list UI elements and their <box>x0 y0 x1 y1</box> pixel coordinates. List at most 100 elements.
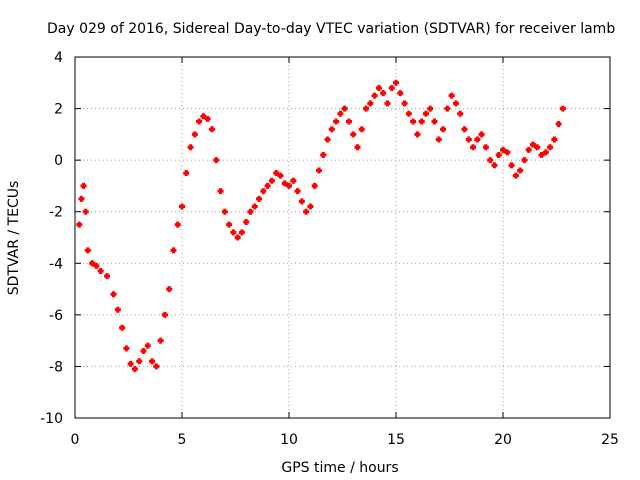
data-point <box>136 358 143 365</box>
data-point <box>298 198 305 205</box>
data-point <box>217 188 224 195</box>
data-point <box>410 118 417 125</box>
data-point <box>525 146 532 153</box>
data-point <box>324 136 331 143</box>
data-point <box>264 182 271 189</box>
data-point <box>97 268 104 275</box>
data-point <box>538 151 545 158</box>
data-point <box>230 229 237 236</box>
data-series <box>76 79 566 373</box>
data-point <box>157 337 164 344</box>
data-point <box>281 180 288 187</box>
y-axis-label: SDTVAR / TECUs <box>6 181 22 296</box>
data-point <box>371 92 378 99</box>
data-point <box>144 342 151 349</box>
data-point <box>153 363 160 370</box>
data-point <box>260 188 267 195</box>
y-tick-label: 2 <box>54 102 63 118</box>
data-point <box>303 208 310 215</box>
data-point <box>440 126 447 133</box>
data-point <box>405 110 412 117</box>
data-point <box>161 311 168 318</box>
y-tick-label: -4 <box>49 256 63 272</box>
data-point <box>104 273 111 280</box>
y-tick-label: 0 <box>54 153 63 169</box>
data-point <box>337 110 344 117</box>
data-point <box>256 195 263 202</box>
data-point <box>397 90 404 97</box>
data-point <box>375 84 382 91</box>
data-point <box>363 105 370 112</box>
data-point <box>328 126 335 133</box>
data-point <box>311 182 318 189</box>
data-point <box>89 260 96 267</box>
data-point <box>140 347 147 354</box>
data-point <box>110 291 117 298</box>
data-point <box>131 366 138 373</box>
data-point <box>534 144 541 151</box>
data-point <box>444 105 451 112</box>
data-point <box>500 146 506 153</box>
data-point <box>555 121 562 128</box>
data-point <box>559 105 566 112</box>
x-tick-label: 5 <box>178 432 187 448</box>
data-point <box>93 262 100 269</box>
y-tick-label: 4 <box>54 50 63 66</box>
data-point <box>380 90 387 97</box>
data-point <box>191 131 198 138</box>
y-tick-label: -2 <box>49 205 63 221</box>
data-point <box>422 110 429 117</box>
data-point <box>354 144 361 151</box>
data-point <box>179 203 185 210</box>
data-point <box>221 208 228 215</box>
data-point <box>341 105 348 112</box>
data-point <box>187 144 194 151</box>
y-tick-label: -10 <box>40 411 63 427</box>
data-point <box>508 162 515 169</box>
data-point <box>243 219 250 226</box>
data-point <box>461 126 468 133</box>
data-point <box>427 105 434 112</box>
data-point <box>452 100 459 107</box>
data-point <box>166 286 173 293</box>
data-point <box>294 188 301 195</box>
x-tick-label: 20 <box>494 432 512 448</box>
data-point <box>551 136 558 143</box>
data-point <box>251 203 258 210</box>
data-point <box>273 170 280 177</box>
data-point <box>393 79 399 86</box>
data-point <box>529 141 536 148</box>
data-point <box>320 151 327 158</box>
data-point <box>200 113 207 120</box>
data-point <box>448 92 455 99</box>
data-point <box>491 162 498 169</box>
data-point <box>358 126 365 133</box>
plot-frame <box>74 56 611 419</box>
data-point <box>474 136 481 143</box>
data-point <box>119 324 126 331</box>
data-point <box>238 229 245 236</box>
x-tick-label: 0 <box>71 432 80 448</box>
data-point <box>478 131 485 138</box>
data-point <box>123 345 130 352</box>
data-point <box>149 358 156 365</box>
chart-title: Day 029 of 2016, Sidereal Day-to-day VTE… <box>47 21 615 37</box>
data-point <box>290 177 297 184</box>
data-point <box>482 144 489 151</box>
data-point <box>333 118 340 125</box>
data-point <box>521 157 528 164</box>
data-point <box>457 110 464 117</box>
data-point <box>247 208 254 215</box>
data-point <box>418 118 425 125</box>
data-point <box>465 136 472 143</box>
data-point <box>277 172 284 179</box>
data-point <box>350 131 357 138</box>
data-point <box>170 247 177 254</box>
data-point <box>286 182 292 189</box>
x-tick-label: 15 <box>387 432 405 448</box>
grid-lines <box>75 57 610 418</box>
data-point <box>384 100 391 107</box>
data-point <box>470 144 477 151</box>
data-point <box>517 167 524 174</box>
